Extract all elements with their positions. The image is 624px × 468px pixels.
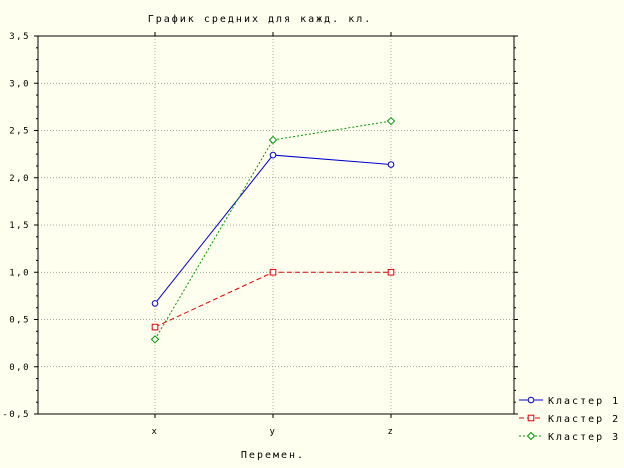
legend-marker bbox=[527, 396, 535, 404]
chart-title: График средних для кажд. кл. bbox=[148, 13, 373, 25]
grid bbox=[38, 36, 514, 414]
x-axis-label: Перемен. bbox=[241, 450, 305, 461]
data-point bbox=[387, 268, 395, 276]
data-point bbox=[269, 268, 277, 276]
legend-item: Кластер 2 bbox=[519, 414, 620, 425]
y-tick-label: 3,0 bbox=[9, 79, 30, 89]
y-tick-label: 1,5 bbox=[9, 221, 30, 231]
data-point bbox=[150, 335, 160, 344]
y-tick-label: 0,0 bbox=[9, 363, 30, 373]
series-line bbox=[154, 120, 392, 340]
y-tick-label: -0,5 bbox=[2, 410, 30, 420]
y-tick-label: 2,5 bbox=[9, 127, 30, 137]
legend-marker bbox=[527, 414, 535, 422]
y-tick-label: 2,0 bbox=[9, 174, 30, 184]
y-tick-label: 1,0 bbox=[9, 268, 30, 278]
legend-label: Кластер 2 bbox=[548, 414, 620, 425]
y-axis: -0,5 0,0 0,5 1,0 1,5 2,0 2,5 3,0 3,5 bbox=[2, 32, 518, 420]
series-layer bbox=[150, 116, 396, 344]
series-2 bbox=[151, 268, 395, 331]
data-point bbox=[151, 323, 159, 331]
data-point bbox=[269, 151, 277, 159]
series-1 bbox=[151, 151, 395, 307]
series-3 bbox=[150, 116, 396, 344]
y-tick-label: 3,5 bbox=[9, 32, 30, 42]
data-point bbox=[268, 135, 278, 145]
x-tick-label: z bbox=[388, 427, 395, 437]
legend-marker bbox=[526, 431, 536, 441]
legend-label: Кластер 1 bbox=[548, 396, 620, 407]
x-axis: x y z bbox=[152, 32, 395, 437]
legend-item: Кластер 3 bbox=[519, 431, 620, 443]
data-point bbox=[151, 300, 159, 307]
legend-label: Кластер 3 bbox=[548, 432, 620, 443]
data-point bbox=[387, 161, 395, 168]
x-tick-label: x bbox=[152, 427, 159, 437]
legend: Кластер 1 Кластер 2 Кластер 3 bbox=[519, 396, 620, 443]
legend-item: Кластер 1 bbox=[519, 396, 620, 407]
data-point bbox=[386, 116, 396, 126]
y-tick-label: 0,5 bbox=[9, 316, 30, 326]
x-tick-label: y bbox=[270, 427, 277, 437]
